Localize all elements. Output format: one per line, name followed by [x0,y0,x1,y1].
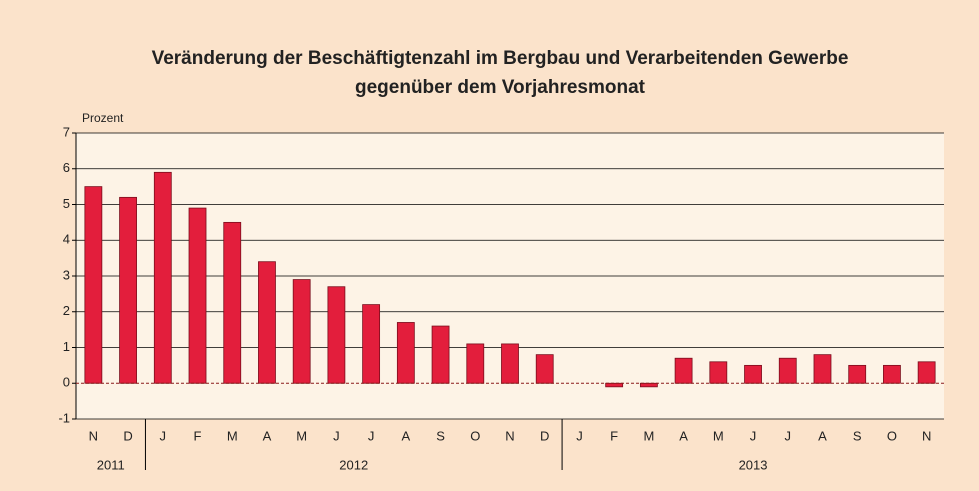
x-tick-label: D [123,428,132,443]
x-tick-label: J [750,428,757,443]
bar [535,354,554,384]
bar [153,171,172,384]
x-tick-label: A [679,428,688,443]
chart-title: gegenüber dem Vorjahresmonat [355,77,646,98]
y-tick-label: 5 [63,196,70,211]
y-tick-label: 6 [63,160,70,175]
x-tick-label: S [436,428,445,443]
x-tick-label: O [887,428,897,443]
bar [466,343,485,384]
bar [396,322,415,384]
bar [292,279,311,384]
x-tick-label: S [853,428,862,443]
bar [223,221,242,384]
bar [258,261,276,384]
bar [501,343,519,384]
y-tick-label: 3 [63,267,70,282]
y-axis-label: Prozent [82,111,124,125]
group-label: 2013 [739,457,768,472]
x-tick-label: J [160,428,167,443]
x-tick-label: D [540,428,549,443]
bar [778,357,797,384]
bar [744,364,762,384]
x-tick-label: M [296,428,307,443]
group-label: 2011 [97,457,125,472]
bar [917,361,936,384]
bar [362,304,381,384]
x-tick-label: A [263,428,272,443]
x-tick-label: O [470,428,480,443]
chart-title: Veränderung der Beschäftigtenzahl im Ber… [152,48,849,69]
x-tick-label: A [818,428,827,443]
bar [639,382,658,388]
x-tick-label: N [505,428,514,443]
y-tick-label: 1 [63,339,70,354]
x-tick-label: A [402,428,411,443]
x-tick-label: J [368,428,375,443]
x-tick-label: J [785,428,792,443]
x-tick-label: J [576,428,583,443]
bar [674,357,693,384]
bar [709,361,728,384]
x-tick-label: M [227,428,238,443]
bar [431,325,450,384]
group-label: 2012 [339,457,368,472]
y-tick-label: 2 [63,303,70,318]
x-tick-label: N [922,428,931,443]
bar [84,186,103,384]
bar [883,364,901,384]
x-tick-label: M [713,428,724,443]
x-tick-label: F [194,428,202,443]
x-tick-label: J [333,428,340,443]
x-tick-label: N [89,428,98,443]
bar [813,354,832,384]
x-tick-label: M [643,428,654,443]
bar [848,364,867,384]
bar [119,196,137,384]
y-tick-label: 4 [63,232,70,247]
x-tick-label: F [610,428,618,443]
y-tick-label: 0 [63,375,70,390]
bar [605,382,624,388]
y-tick-label: 7 [63,124,70,139]
bar [327,286,346,384]
bar [188,207,207,384]
y-tick-label: -1 [58,410,70,425]
